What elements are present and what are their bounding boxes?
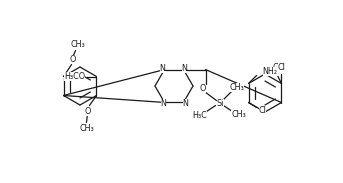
Text: N: N (181, 64, 187, 73)
Text: Cl: Cl (273, 63, 280, 72)
Text: Cl: Cl (277, 63, 285, 72)
Text: Cl: Cl (259, 106, 267, 115)
Text: CH₃: CH₃ (70, 40, 85, 49)
Text: Si: Si (217, 99, 224, 108)
Text: H₃CO: H₃CO (64, 72, 85, 81)
Text: CH₃: CH₃ (229, 83, 244, 92)
Text: H₃C: H₃C (192, 111, 207, 120)
Text: N: N (159, 64, 165, 73)
Text: CH₃: CH₃ (79, 124, 94, 133)
Text: O: O (84, 107, 91, 116)
Text: O: O (199, 84, 206, 93)
Text: O: O (69, 55, 76, 64)
Text: CH₃: CH₃ (231, 110, 246, 119)
Text: N: N (161, 99, 166, 108)
Text: NH₂: NH₂ (262, 67, 277, 76)
Text: N: N (182, 99, 188, 108)
